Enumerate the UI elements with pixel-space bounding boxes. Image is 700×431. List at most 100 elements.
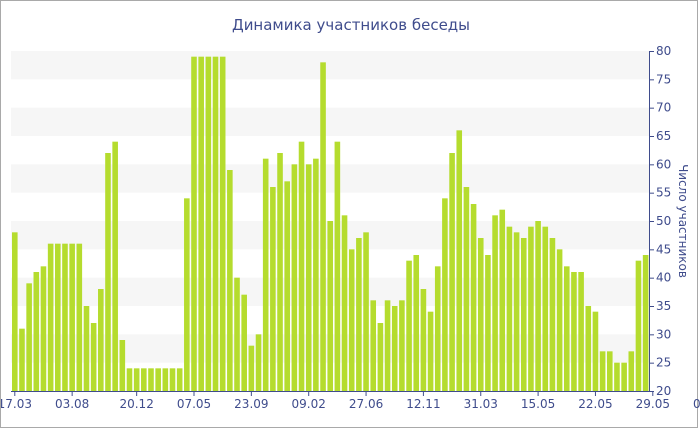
- y-tick-label: 25: [656, 356, 671, 370]
- bar: [507, 227, 513, 391]
- bar: [607, 351, 613, 391]
- y-axis-title: Число участников: [676, 164, 690, 278]
- bar: [464, 187, 470, 391]
- bar: [550, 238, 556, 391]
- x-tick-label: 15.05: [521, 397, 555, 411]
- x-tick-label: 23.09: [234, 397, 268, 411]
- x-tick-label: 17.03: [1, 397, 32, 411]
- bar: [585, 306, 591, 391]
- bar: [62, 244, 68, 391]
- bar: [557, 249, 563, 391]
- bar: [249, 346, 255, 391]
- bar: [421, 289, 427, 391]
- bar: [628, 351, 634, 391]
- bar: [127, 368, 133, 391]
- bar: [636, 261, 642, 391]
- bar: [69, 244, 75, 391]
- bar: [19, 329, 25, 391]
- bar: [191, 57, 197, 391]
- bar: [342, 215, 348, 391]
- bar: [392, 306, 398, 391]
- bar: [335, 142, 341, 391]
- bar: [385, 300, 391, 391]
- bar: [327, 221, 333, 391]
- bar: [428, 312, 434, 391]
- x-tick-label: 05.06: [693, 397, 700, 411]
- bar: [284, 181, 290, 391]
- bar: [134, 368, 140, 391]
- bar: [34, 272, 40, 391]
- bar: [105, 153, 111, 391]
- bar: [535, 221, 541, 391]
- bar: [485, 255, 491, 391]
- bar: [313, 159, 319, 391]
- y-tick-label: 35: [656, 299, 671, 313]
- bar: [614, 363, 620, 391]
- bar: [349, 249, 355, 391]
- x-tick-label: 31.03: [464, 397, 498, 411]
- bar: [413, 255, 419, 391]
- bar: [564, 266, 570, 391]
- y-tick-label: 65: [656, 129, 671, 143]
- y-tick-label: 45: [656, 242, 671, 256]
- bar: [542, 227, 548, 391]
- x-axis-ticks: 17.03 03.08 20.12 07.05 23.09 09.02 27.06 12.11…: [1, 391, 700, 411]
- bar: [521, 238, 527, 391]
- x-tick-label: 12.11: [406, 397, 440, 411]
- bar: [163, 368, 169, 391]
- bar: [320, 62, 326, 391]
- bar: [492, 215, 498, 391]
- bar: [514, 232, 520, 391]
- y-tick-label: 30: [656, 327, 671, 341]
- bar: [148, 368, 154, 391]
- x-tick-label: 22.05: [578, 397, 612, 411]
- y-tick-label: 70: [656, 101, 671, 115]
- bar: [578, 272, 584, 391]
- bar: [184, 198, 190, 391]
- x-tick-label: 09.02: [292, 397, 326, 411]
- x-tick-label: 29.05: [636, 397, 670, 411]
- x-tick-label: 07.05: [177, 397, 211, 411]
- y-tick-label: 55: [656, 186, 671, 200]
- bar: [406, 261, 412, 391]
- y-tick-label: 50: [656, 214, 671, 228]
- x-tick-label: 27.06: [349, 397, 383, 411]
- bar: [378, 323, 384, 391]
- bar: [263, 159, 269, 391]
- bar: [213, 57, 219, 391]
- bar: [363, 232, 369, 391]
- y-tick-label: 60: [656, 157, 671, 171]
- bar: [155, 368, 161, 391]
- bar: [370, 300, 376, 391]
- bar: [234, 278, 240, 391]
- x-tick-label: 03.08: [55, 397, 89, 411]
- bar: [220, 57, 226, 391]
- x-tick-label: 20.12: [119, 397, 153, 411]
- bar: [442, 198, 448, 391]
- bar: [227, 170, 233, 391]
- grid-band: [11, 51, 649, 79]
- bar: [270, 187, 276, 391]
- bar: [528, 227, 534, 391]
- bar: [471, 204, 477, 391]
- bar: [256, 334, 262, 391]
- bar: [356, 238, 362, 391]
- bar: [593, 312, 599, 391]
- bar: [48, 244, 54, 391]
- y-tick-label: 75: [656, 72, 671, 86]
- bar: [292, 164, 298, 391]
- bar: [98, 289, 104, 391]
- bar: [141, 368, 147, 391]
- bar: [306, 164, 312, 391]
- bar: [456, 130, 462, 391]
- bar: [77, 244, 83, 391]
- y-tick-label: 80: [656, 44, 671, 58]
- bar: [84, 306, 90, 391]
- bar: [478, 238, 484, 391]
- bar: [170, 368, 176, 391]
- bar: [571, 272, 577, 391]
- bar: [449, 153, 455, 391]
- bar: [643, 255, 649, 391]
